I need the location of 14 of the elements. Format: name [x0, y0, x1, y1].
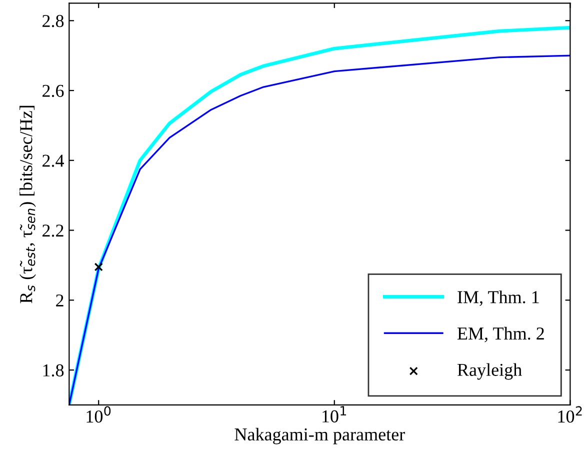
y-tick-label: 2.8 — [42, 14, 64, 28]
x-axis-title: Nakagami-m parameter — [234, 428, 405, 444]
y-tick-label: 2.6 — [42, 84, 64, 98]
legend-label: Rayleigh — [457, 363, 522, 380]
y-tick-label: 2.2 — [42, 224, 64, 237]
y-axis-title: R$_{s}$ (τ̃$_{est}$, τ̃$_{sen}$) [bits/sec/Hz] — [20, 106, 36, 304]
y-tick-label: 2 — [56, 294, 64, 306]
legend-label: IM, Thm. 1 — [458, 290, 539, 306]
x-tick-label: 10$^{1}$ — [322, 406, 346, 422]
x-tick-label: 10$^{0}$ — [86, 406, 111, 423]
y-tick-label: 2.4 — [42, 154, 64, 167]
x-tick-label: 10$^{2}$ — [558, 406, 582, 423]
y-tick-label: 1.8 — [43, 364, 64, 377]
legend-label: EM, Thm. 2 — [457, 326, 544, 342]
